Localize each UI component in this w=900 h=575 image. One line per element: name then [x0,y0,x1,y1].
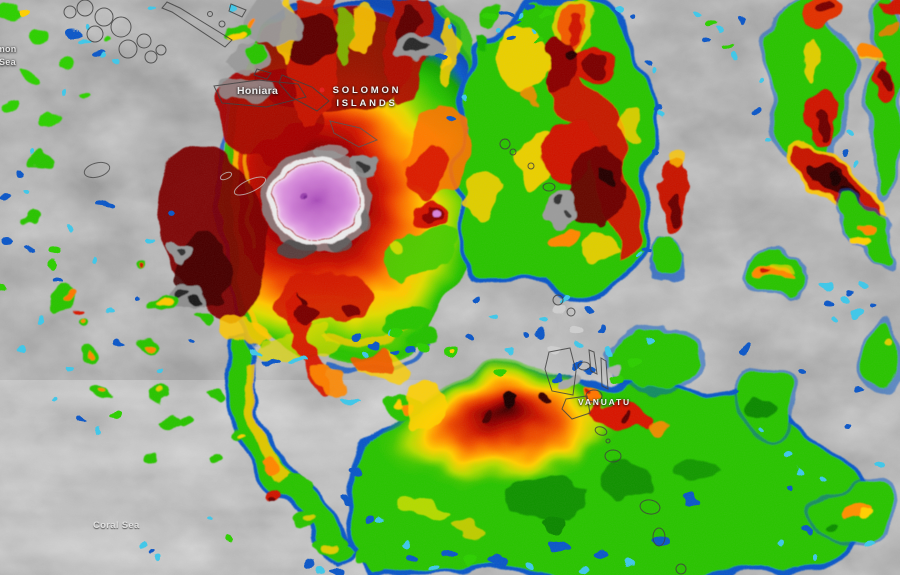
satellite-canvas [0,0,900,575]
satellite-image: Solomon Sea Honiara SOLOMON ISLANDS VANU… [0,0,900,575]
film-grain-overlay [0,0,900,575]
